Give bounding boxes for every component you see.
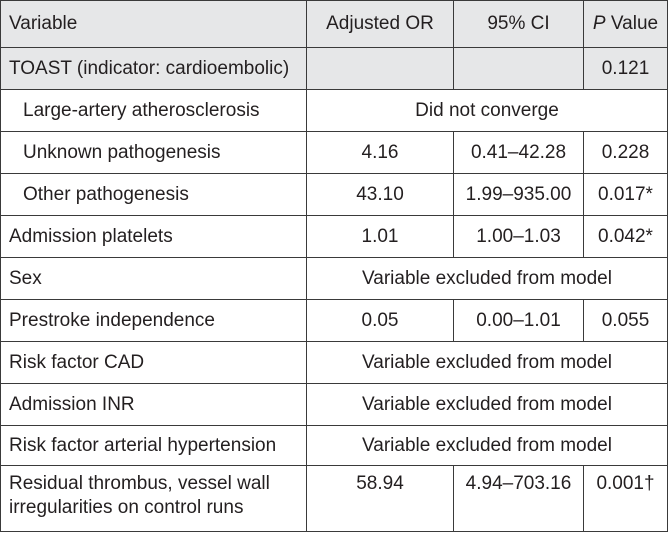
- row-variable: Risk factor arterial hypertension: [0, 425, 307, 466]
- row-variable: Admission INR: [0, 383, 307, 426]
- row-ci: 1.99–935.00: [453, 173, 584, 216]
- row-or: 43.10: [306, 173, 454, 216]
- row-or: 1.01: [306, 215, 454, 258]
- row-variable: Residual thrombus, vessel wall irregular…: [0, 465, 307, 532]
- row-variable: Sex: [0, 257, 307, 300]
- row-variable: Risk factor CAD: [0, 341, 307, 384]
- row-p: 0.055: [583, 299, 668, 342]
- row-or: 4.16: [306, 131, 454, 174]
- row-p: 0.017*: [583, 173, 668, 216]
- table-row: Admission platelets 1.01 1.00–1.03 0.042…: [0, 215, 668, 258]
- row-merged-note: Variable excluded from model: [306, 257, 668, 300]
- header-row: Variable Adjusted OR 95% CI P Value: [0, 0, 668, 48]
- row-ci: 1.00–1.03: [453, 215, 584, 258]
- table-row: Prestroke independence 0.05 0.00–1.01 0.…: [0, 299, 668, 342]
- table-row: Residual thrombus, vessel wall irregular…: [0, 465, 668, 532]
- row-ci: 0.00–1.01: [453, 299, 584, 342]
- row-p: 0.121: [583, 47, 668, 90]
- row-variable: TOAST (indicator: cardioembolic): [0, 47, 307, 90]
- table-row: TOAST (indicator: cardioembolic) 0.121: [0, 47, 668, 90]
- row-p: 0.228: [583, 131, 668, 174]
- table-row: Admission INR Variable excluded from mod…: [0, 383, 668, 426]
- header-ci: 95% CI: [453, 0, 584, 48]
- row-variable: Admission platelets: [0, 215, 307, 258]
- table-row: Other pathogenesis 43.10 1.99–935.00 0.0…: [0, 173, 668, 216]
- row-merged-note: Variable excluded from model: [306, 341, 668, 384]
- table-row: Risk factor CAD Variable excluded from m…: [0, 341, 668, 384]
- row-ci: 0.41–42.28: [453, 131, 584, 174]
- row-or: 0.05: [306, 299, 454, 342]
- table-row: Risk factor arterial hypertension Variab…: [0, 425, 668, 466]
- row-variable: Other pathogenesis: [0, 173, 307, 216]
- row-merged-note: Variable excluded from model: [306, 425, 668, 466]
- row-variable: Prestroke independence: [0, 299, 307, 342]
- header-p-word: Value: [605, 13, 659, 34]
- regression-table: Variable Adjusted OR 95% CI P Value TOAS…: [0, 0, 668, 532]
- header-p-value: P Value: [583, 0, 668, 48]
- header-p-letter: P: [592, 13, 606, 34]
- row-variable: Unknown pathogenesis: [0, 131, 307, 174]
- row-ci: 4.94–703.16: [453, 465, 584, 532]
- row-ci: [453, 47, 584, 90]
- header-adjusted-or: Adjusted OR: [306, 0, 454, 48]
- table-row: Unknown pathogenesis 4.16 0.41–42.28 0.2…: [0, 131, 668, 174]
- row-merged-note: Did not converge: [306, 89, 668, 132]
- table-row: Large-artery atherosclerosis Did not con…: [0, 89, 668, 132]
- row-or: [306, 47, 454, 90]
- row-p: 0.042*: [583, 215, 668, 258]
- table-row: Sex Variable excluded from model: [0, 257, 668, 300]
- row-or: 58.94: [306, 465, 454, 532]
- row-variable: Large-artery atherosclerosis: [0, 89, 307, 132]
- row-merged-note: Variable excluded from model: [306, 383, 668, 426]
- row-p: 0.001†: [583, 465, 668, 532]
- header-variable: Variable: [0, 0, 307, 48]
